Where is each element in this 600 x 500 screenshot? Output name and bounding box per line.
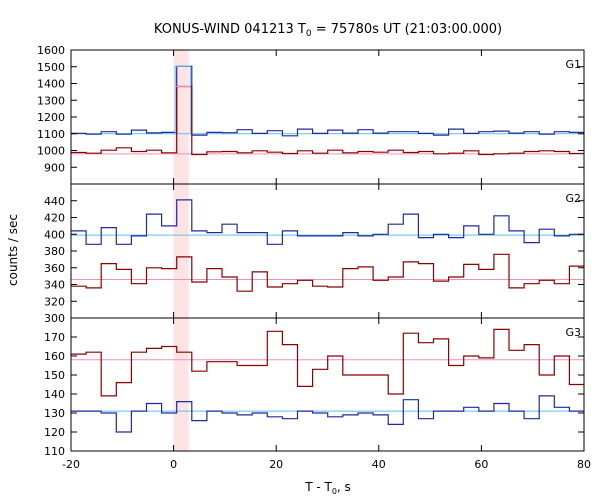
y-tick-label-g2-440: 440 [44, 195, 65, 208]
y-tick-label-g1-900: 900 [44, 161, 65, 174]
panel-frame-g3 [70, 317, 585, 452]
y-tick-label-g3-150: 150 [44, 369, 65, 382]
chart-title-main: KONUS-WIND 041213 T [154, 22, 306, 37]
panel-frame-g2 [70, 183, 585, 319]
y-axis-label: counts / sec [6, 214, 20, 286]
y-tick-label-g1-1100: 1100 [37, 128, 65, 141]
series-red-g3 [71, 328, 584, 397]
panel-g3: 110 120 130 140 150 160 170 G3 [44, 317, 585, 458]
y-tick-label-g1-1400: 1400 [37, 78, 65, 91]
trigger-interval-shade-g1 [173, 50, 189, 184]
chart-title-subscript: 0 [306, 29, 312, 39]
panel-frame-g1 [70, 49, 585, 185]
panel-label-g3: G3 [565, 326, 581, 339]
series-blue-g1 [71, 65, 584, 137]
series-blue-g3 [71, 395, 584, 433]
series-red-g2 [71, 253, 584, 292]
y-tick-label-g2-380: 380 [44, 245, 65, 258]
y-tick-label-g3-170: 170 [44, 331, 65, 344]
panel-label-g2: G2 [565, 192, 581, 205]
y-tick-label-g1-1500: 1500 [37, 61, 65, 74]
x-axis-label: T - T0, s [304, 480, 351, 496]
x-tick-label-20: 20 [269, 458, 283, 471]
y-tick-label-g2-360: 360 [44, 262, 65, 275]
panel-g1: 900 1000 1100 1200 1300 1400 1500 1600 G1 [37, 44, 585, 185]
trigger-interval-shade-g2 [173, 184, 189, 318]
x-axis-label-main: T - T [304, 480, 332, 494]
y-tick-label-g2-400: 400 [44, 228, 65, 241]
y-tick-label-g1-1300: 1300 [37, 94, 65, 107]
y-tick-label-g3-160: 160 [44, 350, 65, 363]
y-tick-label-g2-340: 340 [44, 279, 65, 292]
y-tick-label-g1-1000: 1000 [37, 145, 65, 158]
y-tick-label-g2-320: 320 [44, 295, 65, 308]
y-tick-label-g3-110: 110 [44, 445, 65, 458]
y-tick-label-g1-1600: 1600 [37, 44, 65, 57]
y-tick-label-g3-120: 120 [44, 426, 65, 439]
chart-title: KONUS-WIND 041213 T0 = 75780s UT (21:03:… [154, 22, 502, 39]
x-tick-label-40: 40 [372, 458, 386, 471]
x-tick-label-0: 0 [170, 458, 177, 471]
trigger-interval-shade-g3 [173, 318, 189, 451]
series-red-g1 [71, 85, 584, 156]
y-tick-label-g2-420: 420 [44, 212, 65, 225]
x-tick-label-80: 80 [577, 458, 591, 471]
panel-g2: 300 320 340 360 380 400 420 440 G2 [44, 183, 585, 325]
spike-outline-blue-g1 [174, 65, 191, 134]
y-tick-label-g2-300: 300 [44, 312, 65, 325]
series-blue-g2 [71, 199, 584, 245]
x-tick-label-60: 60 [474, 458, 488, 471]
x-axis-label-rest: , s [337, 480, 351, 494]
x-tick-label--20: -20 [62, 458, 80, 471]
x-axis-label-subscript: 0 [332, 487, 337, 496]
y-tick-label-g3-130: 130 [44, 407, 65, 420]
y-tick-label-g1-1200: 1200 [37, 111, 65, 124]
panels-group: 9001000110012001300140015001600G13003203… [37, 44, 591, 471]
y-tick-label-g3-140: 140 [44, 388, 65, 401]
panel-label-g1: G1 [565, 58, 581, 71]
chart-title-rest: = 75780s UT (21:03:00.000) [312, 22, 502, 37]
